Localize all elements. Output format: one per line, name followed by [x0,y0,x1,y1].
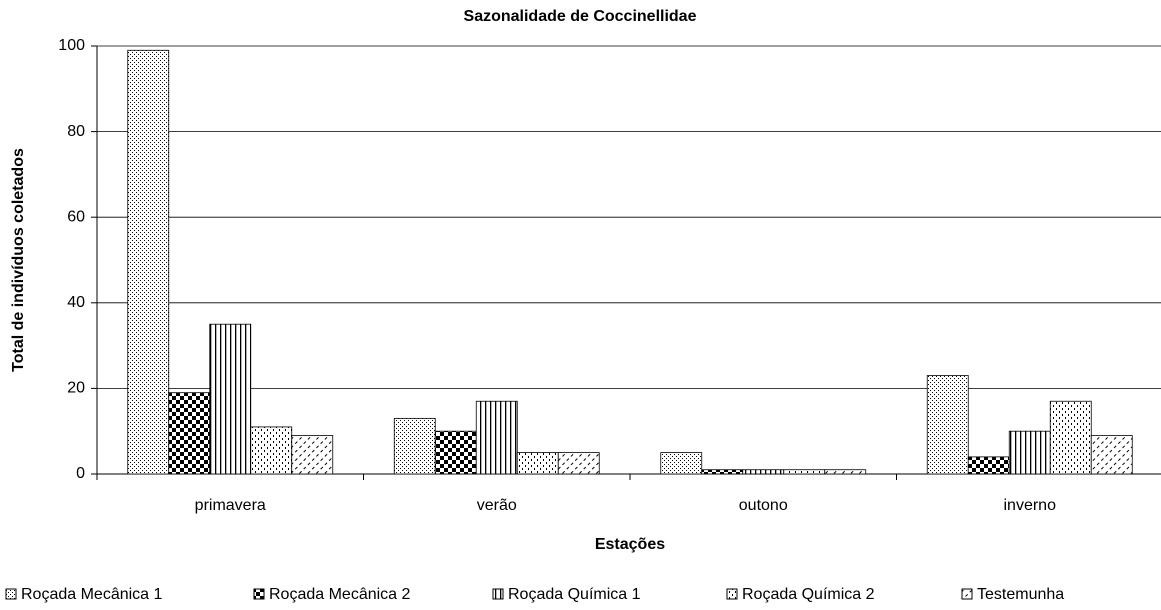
y-tick-label: 0 [76,465,85,482]
x-tick-label: outono [739,497,788,514]
bar [557,452,600,475]
legend-swatch [961,588,973,600]
legend-label: Roçada Mecânica 1 [21,586,163,603]
bar [1090,435,1133,475]
y-tick-label: 80 [67,123,85,140]
bar [1008,430,1051,475]
x-axis-label: Estações [595,536,665,553]
bar [168,392,211,475]
bar [660,452,703,475]
bar [516,452,559,475]
bar [824,469,867,475]
bar [209,323,252,475]
bar [250,426,293,475]
x-tick-label: verão [477,497,517,514]
legend-label: Roçada Química 2 [742,586,875,603]
legend-swatch [5,588,17,600]
bar [393,417,436,475]
x-tick-label: primavera [195,497,266,514]
bar [926,375,969,475]
legend-swatch [726,588,738,600]
y-tick-label: 60 [67,208,85,225]
bar [475,400,518,475]
legend-label: Roçada Química 1 [508,586,641,603]
legend-label: Testemunha [977,586,1064,603]
y-axis-label: Total de indivíduos coletados [10,148,27,372]
bar [291,435,334,475]
legend-swatch [492,588,504,600]
bar [701,469,744,475]
bar [127,49,170,475]
bar [783,469,826,475]
y-tick-label: 20 [67,380,85,397]
chart-title: Sazonalidade de Coccinellidae [464,8,697,25]
bar [742,469,785,475]
legend-label: Roçada Mecânica 2 [269,586,411,603]
y-tick-label: 40 [67,294,85,311]
bar [434,430,477,475]
x-tick-label: inverno [1004,497,1057,514]
bar [1049,400,1092,475]
y-tick-label: 100 [58,37,85,54]
legend-swatch [253,588,265,600]
bar [967,456,1010,475]
